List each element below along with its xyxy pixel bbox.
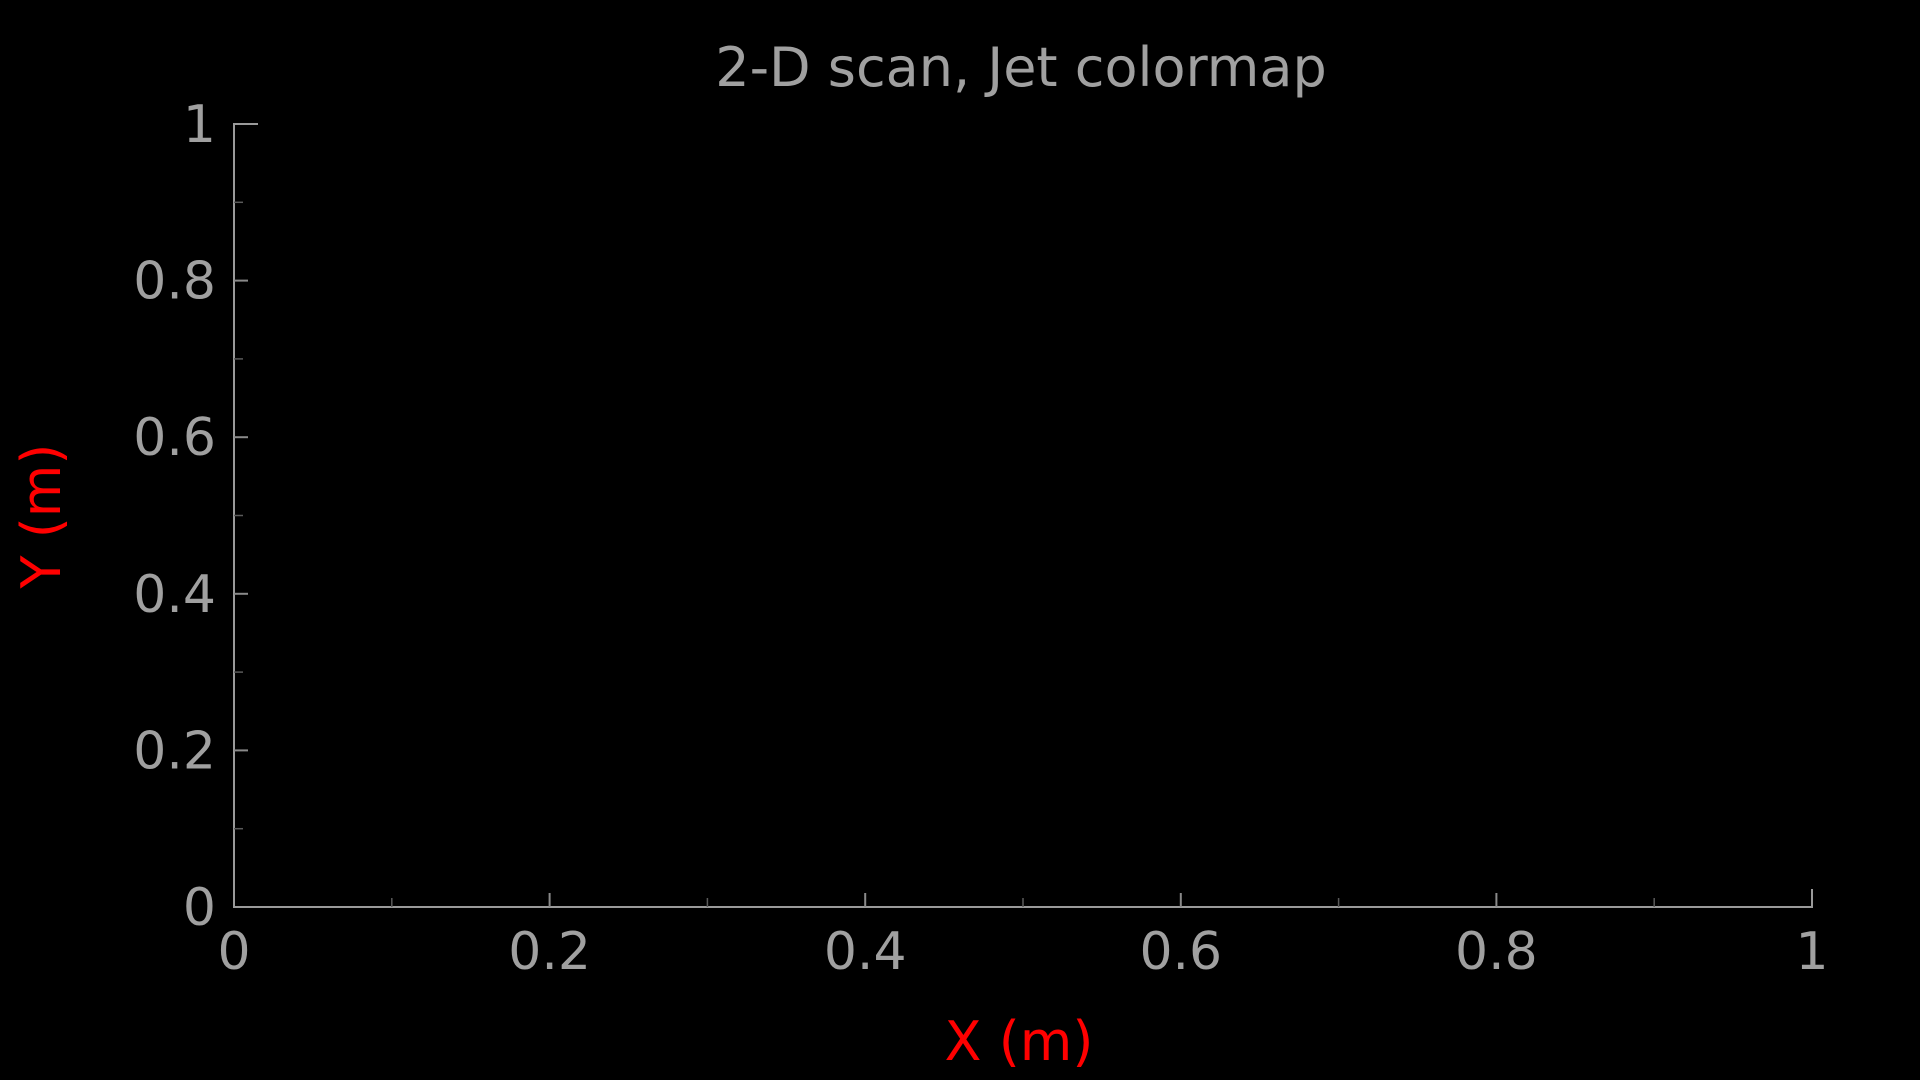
y-axis-ticks: 0 0.2 0.4 0.6 0.8 1	[133, 95, 248, 938]
y-tick-label: 0.4	[133, 565, 216, 625]
chart-title: 2-D scan, Jet colormap	[715, 36, 1327, 99]
x-tick-label: 0.6	[1139, 922, 1222, 982]
y-axis-label: Y (m)	[10, 444, 73, 590]
x-tick-label: 0.8	[1455, 922, 1538, 982]
x-axis-label: X (m)	[945, 1010, 1094, 1073]
y-axis-line	[233, 123, 258, 907]
y-tick-label: 0.2	[133, 721, 216, 781]
x-axis-ticks: 0 0.2 0.4 0.6 0.8 1	[217, 893, 1829, 982]
x-tick-label: 1	[1795, 922, 1828, 982]
y-tick-label: 0	[183, 878, 216, 938]
y-tick-label: 0.8	[133, 252, 216, 312]
x-tick-label: 0.2	[508, 922, 591, 982]
y-tick-label: 0.6	[133, 408, 216, 468]
y-tick-label: 1	[183, 95, 216, 155]
x-tick-label: 0.4	[824, 922, 907, 982]
x-tick-label: 0	[217, 922, 250, 982]
plot-area: 0 0.2 0.4 0.6 0.8 1 0 0.2 0.4 0.6 0.8 1	[133, 95, 1828, 982]
